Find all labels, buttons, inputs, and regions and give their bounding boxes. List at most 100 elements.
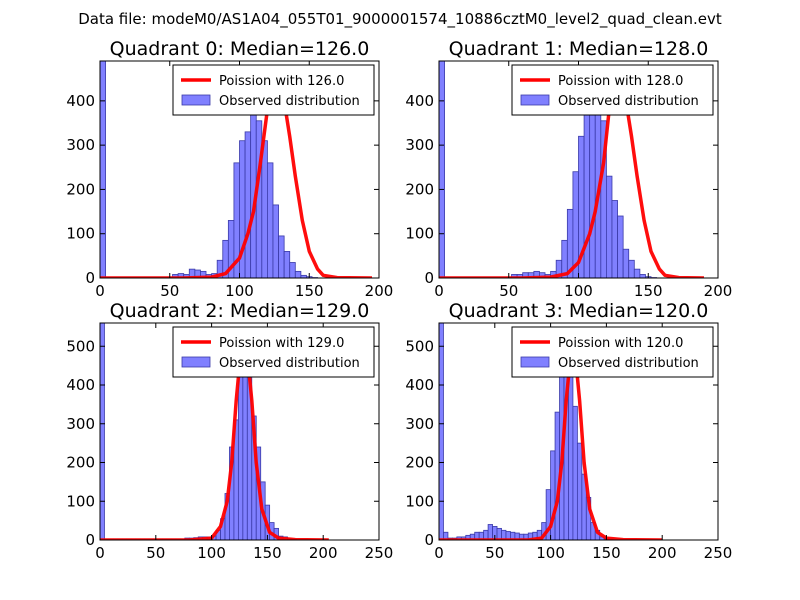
y-tick-label: 300 bbox=[405, 136, 434, 154]
plot-area bbox=[100, 323, 329, 540]
y-tick-label: 400 bbox=[66, 376, 95, 394]
x-tick-label: 250 bbox=[704, 544, 733, 562]
histogram-bar bbox=[622, 248, 630, 278]
histogram-bar bbox=[255, 120, 263, 278]
x-tick-label: 150 bbox=[295, 282, 324, 300]
histogram-bar bbox=[611, 200, 618, 278]
y-tick-label: 200 bbox=[405, 180, 434, 198]
histogram-bar bbox=[633, 268, 641, 278]
histogram-bar bbox=[250, 89, 257, 278]
histogram-bar bbox=[261, 140, 268, 278]
y-tick-label: 100 bbox=[66, 492, 95, 510]
legend-obs-swatch bbox=[520, 94, 550, 106]
histogram-bar bbox=[439, 61, 445, 278]
histogram-bar bbox=[572, 405, 578, 540]
axes-frame bbox=[99, 322, 380, 541]
legend-box bbox=[511, 326, 714, 378]
y-tick-label: 100 bbox=[405, 492, 434, 510]
axes-frame bbox=[438, 322, 719, 541]
y-tick-label: 0 bbox=[424, 269, 434, 287]
legend-fit-label: Poission with 129.0 bbox=[219, 336, 344, 351]
x-tick-label: 0 bbox=[95, 544, 105, 562]
x-tick-label: 0 bbox=[434, 282, 444, 300]
histogram-bar bbox=[289, 262, 296, 278]
histogram-bar bbox=[283, 251, 291, 278]
histogram-bar bbox=[266, 162, 274, 278]
subplot-quadrant-0: 0 50 100 150 200 0 100 200 300 400 Quadrant 0: Med… bbox=[66, 38, 393, 300]
histogram-bar bbox=[639, 274, 646, 278]
histogram-bar bbox=[583, 109, 591, 278]
subplot-title: Quadrant 3: Median=120.0 bbox=[449, 300, 709, 322]
y-tick-label: 300 bbox=[405, 415, 434, 433]
y-tick-label: 200 bbox=[66, 454, 95, 472]
x-tick-label: 50 bbox=[160, 282, 179, 300]
y-tick-label: 100 bbox=[66, 225, 95, 243]
x-tick-label: 150 bbox=[634, 282, 663, 300]
legend-fit-label: Poission with 120.0 bbox=[558, 336, 683, 351]
y-tick-label: 0 bbox=[424, 531, 434, 549]
legend-box bbox=[511, 64, 714, 116]
x-tick-label: 150 bbox=[592, 544, 621, 562]
x-tick-label: 50 bbox=[146, 544, 165, 562]
y-tick-label: 500 bbox=[405, 337, 434, 355]
x-tick-label: 200 bbox=[648, 544, 677, 562]
histogram-bar bbox=[439, 323, 444, 540]
histogram-bar bbox=[244, 131, 252, 278]
y-tick-label: 300 bbox=[66, 415, 95, 433]
legend-obs-label: Observed distribution bbox=[558, 94, 699, 109]
subplot-title: Quadrant 0: Median=126.0 bbox=[110, 38, 370, 60]
legend: Poission with 126.0 Observed distribution bbox=[172, 64, 375, 116]
subplot-quadrant-2: 0 50 100 150 200 250 0 100 200 300 400 500 Quadrant … bbox=[66, 300, 393, 562]
x-tick-label: 100 bbox=[225, 282, 254, 300]
x-tick-label: 50 bbox=[499, 282, 518, 300]
subplot-quadrant-3: 0 50 100 150 200 250 0 100 200 300 400 500 Quadrant … bbox=[405, 300, 732, 562]
y-tick-label: 300 bbox=[66, 136, 95, 154]
x-tick-label: 200 bbox=[704, 282, 733, 300]
y-tick-label: 400 bbox=[66, 92, 95, 110]
x-tick-label: 200 bbox=[365, 282, 394, 300]
legend-obs-label: Observed distribution bbox=[219, 356, 360, 371]
x-tick-label: 100 bbox=[536, 544, 565, 562]
x-tick-label: 0 bbox=[434, 544, 444, 562]
y-tick-label: 400 bbox=[405, 92, 434, 110]
y-tick-label: 200 bbox=[66, 180, 95, 198]
figure-suptitle: Data file: modeM0/AS1A04_055T01_90000015… bbox=[78, 10, 722, 29]
x-tick-label: 150 bbox=[253, 544, 282, 562]
x-tick-label: 50 bbox=[485, 544, 504, 562]
histogram-bar bbox=[576, 442, 583, 540]
legend-obs-swatch bbox=[181, 94, 211, 106]
histogram-bar bbox=[617, 215, 624, 278]
histogram-bar bbox=[589, 87, 596, 278]
legend-box bbox=[172, 326, 375, 378]
legend-fit-label: Poission with 126.0 bbox=[219, 74, 344, 89]
x-tick-label: 250 bbox=[365, 544, 394, 562]
histogram-bar bbox=[294, 270, 302, 278]
legend-obs-label: Observed distribution bbox=[219, 94, 360, 109]
x-tick-label: 100 bbox=[197, 544, 226, 562]
histogram-bar bbox=[487, 524, 493, 540]
histogram-bar bbox=[606, 175, 613, 278]
subplot-quadrant-1: 0 50 100 150 200 0 100 200 300 400 Quadrant 1: Med… bbox=[405, 38, 732, 300]
x-tick-label: 200 bbox=[309, 544, 338, 562]
histogram-bar bbox=[278, 235, 285, 278]
histogram-bar bbox=[628, 259, 635, 278]
y-tick-label: 0 bbox=[85, 531, 95, 549]
histogram-bar bbox=[100, 61, 106, 278]
histogram-bar bbox=[272, 204, 279, 278]
y-tick-label: 100 bbox=[405, 225, 434, 243]
legend-fit-label: Poission with 128.0 bbox=[558, 74, 683, 89]
legend: Poission with 128.0 Observed distribution bbox=[511, 64, 714, 116]
y-tick-label: 400 bbox=[405, 376, 434, 394]
y-tick-label: 0 bbox=[85, 269, 95, 287]
histogram-bar bbox=[100, 323, 105, 540]
y-tick-label: 200 bbox=[405, 454, 434, 472]
histogram-bar bbox=[443, 531, 449, 540]
y-tick-label: 500 bbox=[66, 337, 95, 355]
legend-obs-swatch bbox=[520, 356, 550, 368]
subplot-title: Quadrant 2: Median=129.0 bbox=[110, 300, 370, 322]
legend: Poission with 129.0 Observed distribution bbox=[172, 326, 375, 378]
x-tick-label: 100 bbox=[564, 282, 593, 300]
legend-obs-swatch bbox=[181, 356, 211, 368]
subplot-title: Quadrant 1: Median=128.0 bbox=[449, 38, 709, 60]
